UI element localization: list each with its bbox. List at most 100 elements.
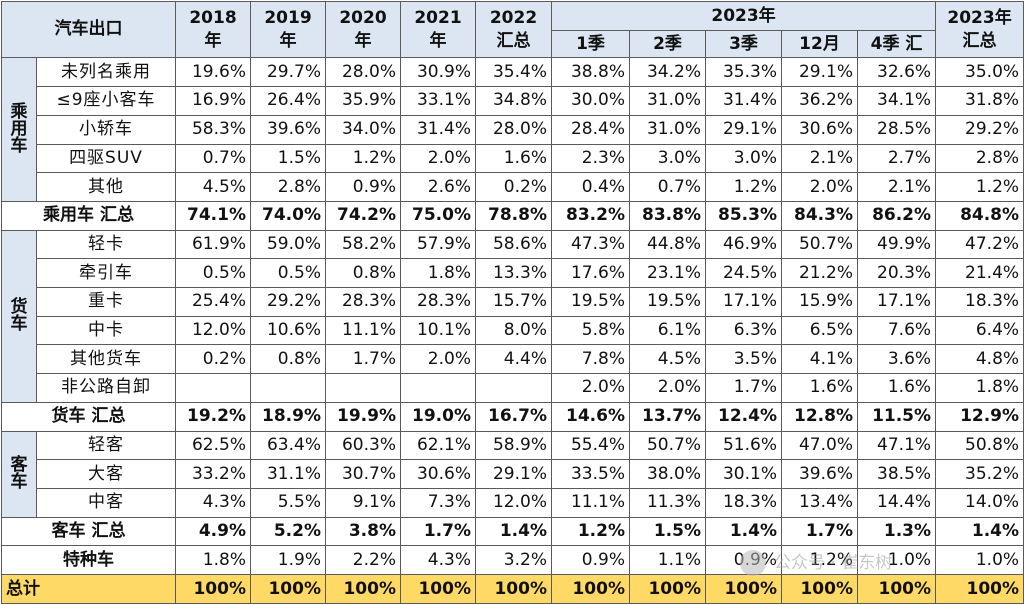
value-cell: 28.0%	[325, 57, 401, 88]
value-cell: 3.0%	[629, 143, 706, 174]
value-cell: 4.5%	[629, 344, 706, 375]
value-cell: 38.0%	[629, 459, 706, 489]
table-row: 其他货车 0.2% 0.8% 1.7% 2.0% 4.4% 7.8% 4.5% 3.5% 4.1%…	[2, 344, 1024, 375]
value-cell: 35.3%	[705, 57, 782, 88]
table-row: 重卡 25.4% 29.2% 28.3% 28.3% 15.7% 19.5% 19.5% 17.…	[2, 287, 1024, 317]
subtotal-row: 乘用车 汇总 74.1% 74.0% 74.2% 75.0% 78.8% 83.2% 83.8…	[1, 200, 1024, 231]
subtotal-value: 74.0%	[250, 200, 326, 231]
value-cell: 0.8%	[325, 258, 401, 289]
value-cell: 17.1%	[705, 287, 782, 317]
total-value: 100%	[325, 574, 401, 604]
row-label: 其他货车	[36, 344, 176, 375]
value-cell: 13.3%	[475, 258, 552, 289]
table-row: 小轿车 58.3% 39.6% 34.0% 31.4% 28.0% 28.4% 31.0% 29…	[2, 114, 1024, 145]
value-cell: 47.3%	[551, 229, 630, 260]
value-cell: 35.9%	[325, 86, 401, 116]
value-cell: 47.0%	[781, 430, 858, 461]
value-cell: 11.1%	[325, 315, 401, 346]
special-value: 0.9%	[705, 545, 782, 576]
row-label: 四驱SUV	[36, 143, 176, 174]
value-cell: 0.7%	[629, 172, 706, 202]
row-label: 小轿车	[36, 114, 176, 145]
value-cell: 31.0%	[629, 86, 706, 116]
value-cell: 11.1%	[551, 487, 630, 518]
header-year: 2018 年	[175, 0, 251, 59]
group-label: 乘 用 车	[1, 57, 37, 202]
value-cell: 15.7%	[475, 287, 552, 317]
table-row: 货 车轻卡 61.9% 59.0% 58.2% 57.9% 58.6% 47.3% 44.8%…	[1, 229, 1024, 403]
table-row: 乘 用 车未列名乘用 19.6% 29.7% 28.0% 30.9% 35.4% 38.8%…	[1, 57, 1024, 202]
value-cell: 0.7%	[175, 143, 251, 174]
value-cell: 12.0%	[175, 315, 251, 346]
value-cell: 57.9%	[400, 229, 476, 260]
value-cell: 1.2%	[705, 172, 782, 202]
header-year: 2019 年	[250, 0, 326, 59]
value-cell: 0.2%	[475, 172, 552, 202]
value-cell: 62.1%	[400, 430, 476, 461]
total-value: 100%	[781, 574, 858, 604]
value-cell: 31.0%	[629, 114, 706, 145]
value-cell: 1.6%	[781, 373, 858, 403]
value-cell: 30.6%	[781, 114, 858, 145]
value-cell: 17.6%	[551, 258, 630, 289]
table-row: 中客 4.3% 5.5% 9.1% 7.3% 12.0% 11.1% 11.3% 18.3% 13…	[2, 487, 1024, 518]
value-cell: 26.4%	[250, 86, 326, 116]
header-year: 2020 年	[325, 0, 401, 59]
value-cell: 19.5%	[629, 287, 706, 317]
value-cell: 4.5%	[175, 172, 251, 202]
subtotal-value: 19.9%	[325, 401, 401, 432]
value-cell: 10.6%	[250, 315, 326, 346]
value-cell: 58.6%	[475, 229, 552, 260]
total-value: 100%	[705, 574, 782, 604]
value-cell: 60.3%	[325, 430, 401, 461]
value-cell: 2.8%	[935, 143, 1024, 174]
value-cell: 47.1%	[856, 430, 937, 461]
header-year: 2022 汇总	[475, 0, 552, 59]
value-cell: 0.2%	[175, 344, 251, 375]
subtotal-value: 86.2%	[856, 200, 937, 231]
value-cell: 28.3%	[400, 287, 476, 317]
value-cell: 14.4%	[856, 487, 937, 518]
value-cell: 28.4%	[551, 114, 630, 145]
value-cell: 19.6%	[175, 57, 251, 88]
table-row: 非公路自卸 2.0% 2.0% 1.7% 1.6% 1.6% 1.8%	[2, 373, 1024, 403]
value-cell: 2.0%	[400, 143, 476, 174]
subtotal-value: 1.7%	[781, 516, 858, 547]
value-cell: 2.7%	[856, 143, 937, 174]
value-cell: 25.4%	[175, 287, 251, 317]
value-cell: 0.5%	[175, 258, 251, 289]
value-cell: 31.4%	[400, 114, 476, 145]
special-value: 0.9%	[551, 545, 630, 576]
subtotal-value: 1.5%	[629, 516, 706, 547]
value-cell: 6.1%	[629, 315, 706, 346]
value-cell	[400, 373, 476, 403]
subtotal-value: 75.0%	[400, 200, 476, 231]
row-label: 其他	[36, 172, 176, 202]
special-value: 3.2%	[475, 545, 552, 576]
value-cell: 11.3%	[629, 487, 706, 518]
header-quarter: 4季 汇	[856, 30, 937, 59]
value-cell: 4.1%	[781, 344, 858, 375]
value-cell: 35.4%	[475, 57, 552, 88]
value-cell: 1.6%	[475, 143, 552, 174]
value-cell: 29.1%	[781, 57, 858, 88]
subtotal-value: 12.8%	[781, 401, 858, 432]
subtotal-label: 货车 汇总	[1, 401, 176, 432]
value-cell: 1.5%	[250, 143, 326, 174]
special-value: 2.2%	[325, 545, 401, 576]
subtotal-label: 乘用车 汇总	[1, 200, 176, 231]
subtotal-value: 19.2%	[175, 401, 251, 432]
value-cell: 47.2%	[935, 229, 1024, 260]
row-label: 重卡	[36, 287, 176, 317]
row-label: 中客	[36, 487, 176, 518]
value-cell: 18.3%	[705, 487, 782, 518]
subtotal-value: 12.4%	[705, 401, 782, 432]
value-cell: 28.3%	[325, 287, 401, 317]
subtotal-value: 1.7%	[400, 516, 476, 547]
value-cell: 28.5%	[856, 114, 937, 145]
value-cell: 31.4%	[705, 86, 782, 116]
total-value: 100%	[856, 574, 937, 604]
subtotal-value: 5.2%	[250, 516, 326, 547]
subtotal-value: 18.9%	[250, 401, 326, 432]
subtotal-value: 84.3%	[781, 200, 858, 231]
